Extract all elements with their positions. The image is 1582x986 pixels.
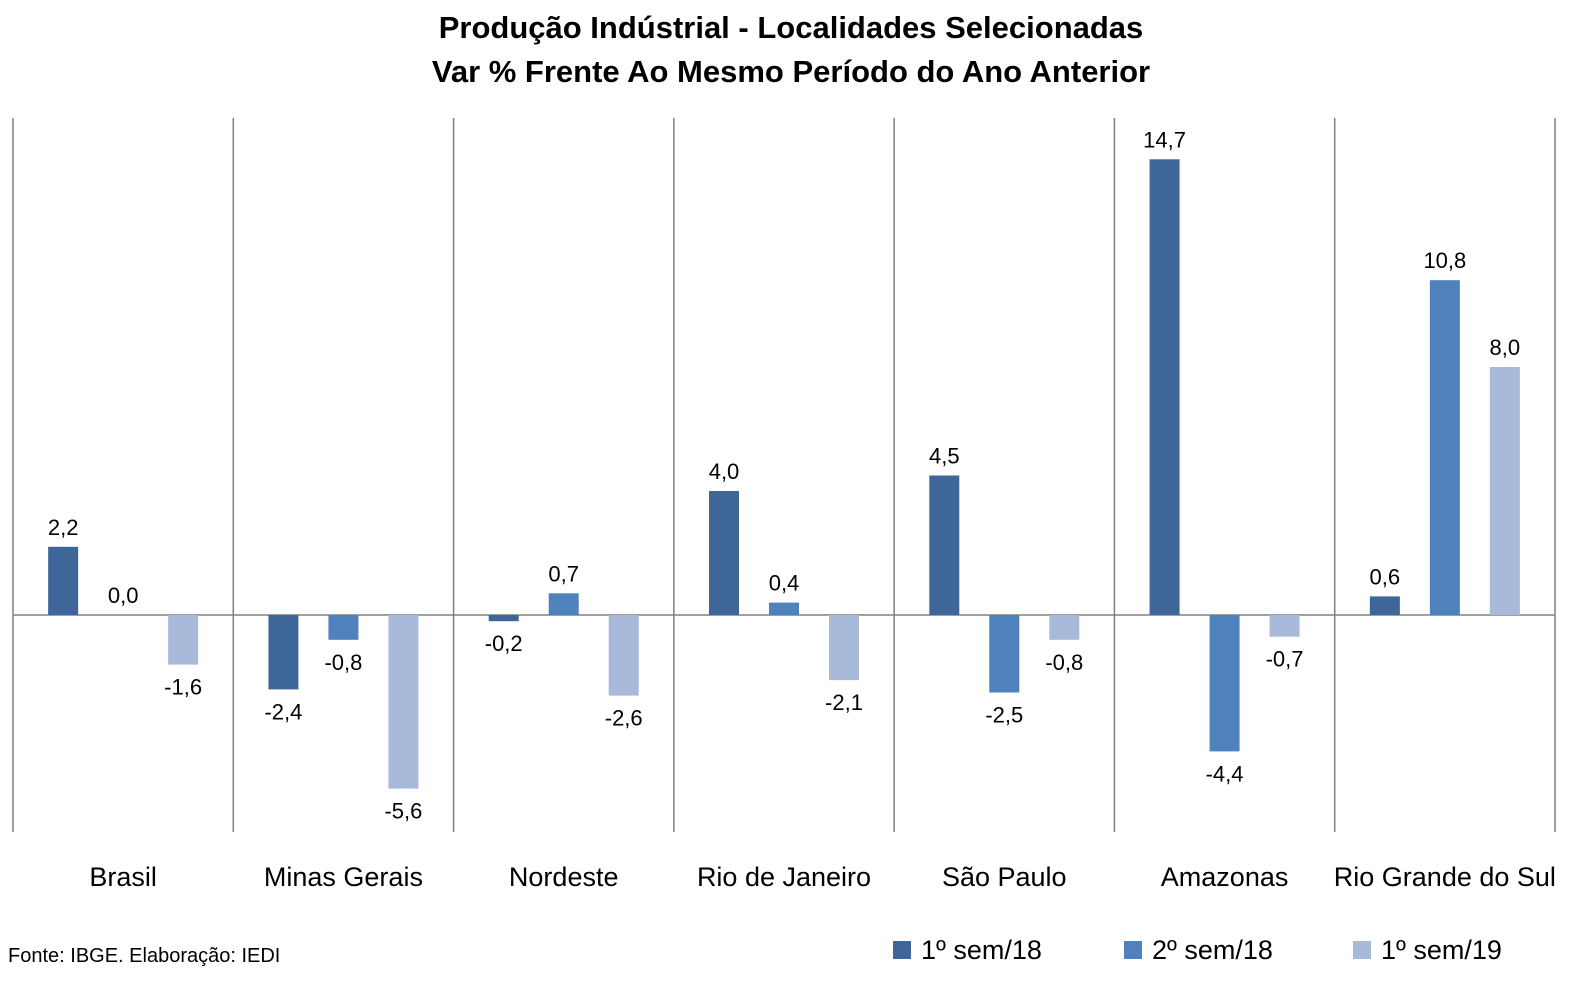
chart-title: Produção Indústrial - Localidades Seleci… [0, 6, 1582, 94]
category-label: Nordeste [509, 862, 619, 892]
category-label: Amazonas [1161, 862, 1289, 892]
bar [829, 615, 859, 681]
legend-swatch [1353, 941, 1371, 959]
bar [989, 615, 1020, 693]
bar [1489, 367, 1520, 615]
legend-label: 1º sem/19 [1381, 934, 1502, 965]
category-label: Rio Grande do Sul [1334, 862, 1556, 892]
bar [608, 615, 639, 696]
data-label: 0,4 [769, 571, 800, 596]
bar [1269, 615, 1300, 637]
category-label: São Paulo [942, 862, 1067, 892]
data-label: -4,4 [1206, 761, 1244, 786]
data-label: -2,5 [985, 703, 1023, 728]
bar [769, 602, 799, 615]
bar [168, 615, 199, 665]
bar [48, 546, 79, 615]
bar [709, 491, 739, 615]
legend-item: 1º sem/18 [893, 930, 1042, 970]
bar [1429, 280, 1460, 615]
legend-label: 1º sem/18 [921, 934, 1042, 965]
data-label: 14,7 [1143, 127, 1186, 152]
bar [328, 615, 359, 640]
data-label: -0,7 [1266, 647, 1304, 672]
data-label: 4,5 [929, 444, 960, 469]
source-note: Fonte: IBGE. Elaboração: IEDI [8, 945, 281, 967]
data-label: -1,6 [164, 675, 202, 700]
data-label: 4,0 [709, 459, 740, 484]
bar [488, 615, 519, 622]
bar [388, 615, 419, 789]
data-label: 0,7 [548, 561, 579, 586]
legend-label: 2º sem/18 [1152, 934, 1273, 965]
legend-swatch [893, 941, 911, 959]
category-label: Minas Gerais [264, 862, 423, 892]
data-label: 8,0 [1490, 335, 1521, 360]
data-label: -2,6 [605, 706, 643, 731]
legend: 1º sem/18 2º sem/18 1º sem/19 [0, 930, 1582, 970]
legend-swatch [1124, 941, 1142, 959]
bar [1149, 159, 1180, 616]
bar [1369, 596, 1400, 615]
data-label: 10,8 [1423, 248, 1466, 273]
legend-item: 1º sem/19 [1353, 930, 1502, 970]
chart-subtitle: Var % Frente Ao Mesmo Período do Ano Ant… [431, 54, 1151, 89]
bar [548, 593, 579, 615]
data-label: -0,8 [324, 650, 362, 675]
category-label: Rio de Janeiro [697, 862, 871, 892]
bar [268, 615, 299, 690]
data-label: 2,2 [48, 515, 79, 540]
bar [929, 475, 960, 615]
data-label: -2,4 [264, 699, 302, 724]
bar [1209, 615, 1240, 752]
data-label: 0,6 [1370, 564, 1401, 589]
data-label: -2,1 [825, 690, 863, 715]
data-label: -0,8 [1045, 650, 1083, 675]
bar [1049, 615, 1080, 640]
data-label: -0,2 [485, 631, 523, 656]
data-label: 0,0 [108, 583, 139, 608]
category-label: Brasil [89, 862, 157, 892]
chart-title-line: Produção Indústrial - Localidades Seleci… [438, 10, 1144, 45]
legend-item: 2º sem/18 [1124, 930, 1273, 970]
data-label: -5,6 [384, 799, 422, 824]
